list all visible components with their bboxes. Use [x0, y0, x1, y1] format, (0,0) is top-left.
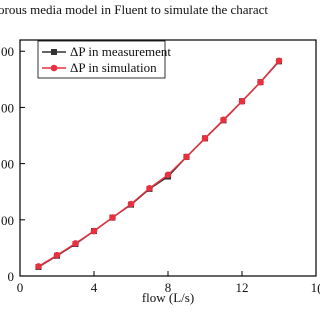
series-line: [38, 60, 280, 268]
x-tick-label: 4: [91, 280, 98, 295]
x-tick-label: 1(: [311, 280, 320, 295]
marker: [164, 171, 172, 179]
y-tick-label: 0: [8, 269, 15, 284]
marker: [257, 78, 264, 86]
legend-label: ΔP in measurement: [70, 44, 171, 59]
marker: [220, 116, 227, 124]
marker: [127, 200, 135, 208]
marker: [53, 251, 61, 259]
marker: [35, 263, 42, 270]
marker: [275, 57, 283, 65]
y-tick-label: 00: [1, 213, 14, 228]
x-axis-label: flow (L/s): [142, 290, 194, 305]
marker: [72, 240, 79, 247]
y-tick-label: 00: [1, 44, 14, 59]
marker: [109, 214, 116, 221]
legend-marker: [51, 49, 57, 55]
marker: [183, 153, 190, 161]
legend-marker: [50, 64, 58, 72]
marker: [201, 135, 209, 142]
y-tick-label: 00: [1, 157, 14, 172]
marker: [146, 185, 153, 192]
chart-title: orous media model in Fluent to simulate …: [0, 2, 268, 17]
legend-label: ΔP in simulation: [70, 60, 157, 75]
legend-box: [37, 40, 166, 79]
x-tick-label: 8: [165, 280, 172, 295]
marker: [238, 97, 246, 105]
x-tick-label: 0: [17, 280, 24, 295]
marker: [90, 227, 98, 235]
x-tick-label: 12: [236, 280, 249, 295]
y-tick-label: 00: [1, 100, 14, 115]
